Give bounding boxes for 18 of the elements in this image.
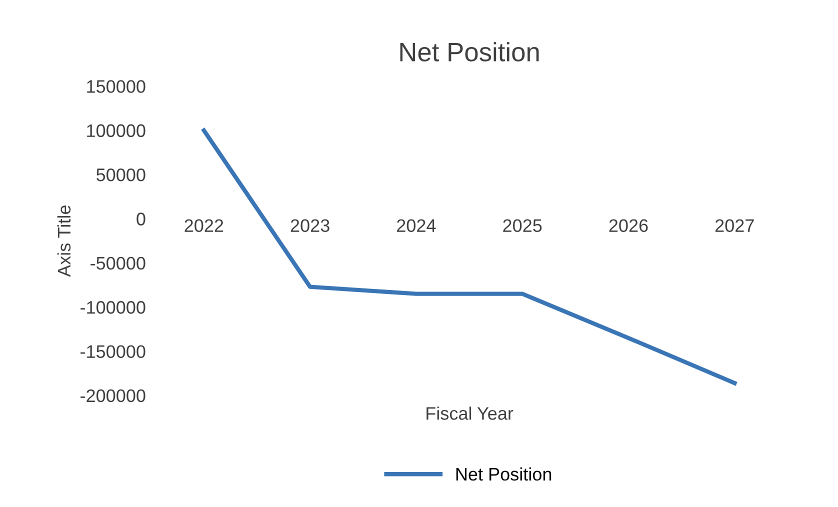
- y-tick-label: 150000: [87, 80, 146, 93]
- x-tick-label: 2026: [609, 219, 648, 232]
- x-tick-label: 2025: [503, 219, 542, 232]
- x-tick-label: 2024: [397, 219, 436, 232]
- chart-title: Net Position: [400, 42, 539, 62]
- legend-label: Net Position: [456, 467, 552, 481]
- y-tick-label: -150000: [80, 345, 146, 358]
- x-axis-title: Fiscal Year: [426, 406, 514, 420]
- y-tick-label: -200000: [80, 389, 146, 402]
- x-tick-label: 2022: [184, 219, 224, 232]
- y-tick-label: 0: [136, 212, 146, 226]
- x-tick-label: 2027: [715, 219, 754, 232]
- y-axis-title: Axis Title: [57, 206, 71, 277]
- y-tick-label: -50000: [90, 256, 146, 270]
- y-tick-label: 50000: [96, 168, 146, 182]
- x-tick-label: 2023: [290, 219, 330, 232]
- y-tick-label: -100000: [80, 301, 146, 314]
- y-tick-label: 100000: [87, 124, 146, 138]
